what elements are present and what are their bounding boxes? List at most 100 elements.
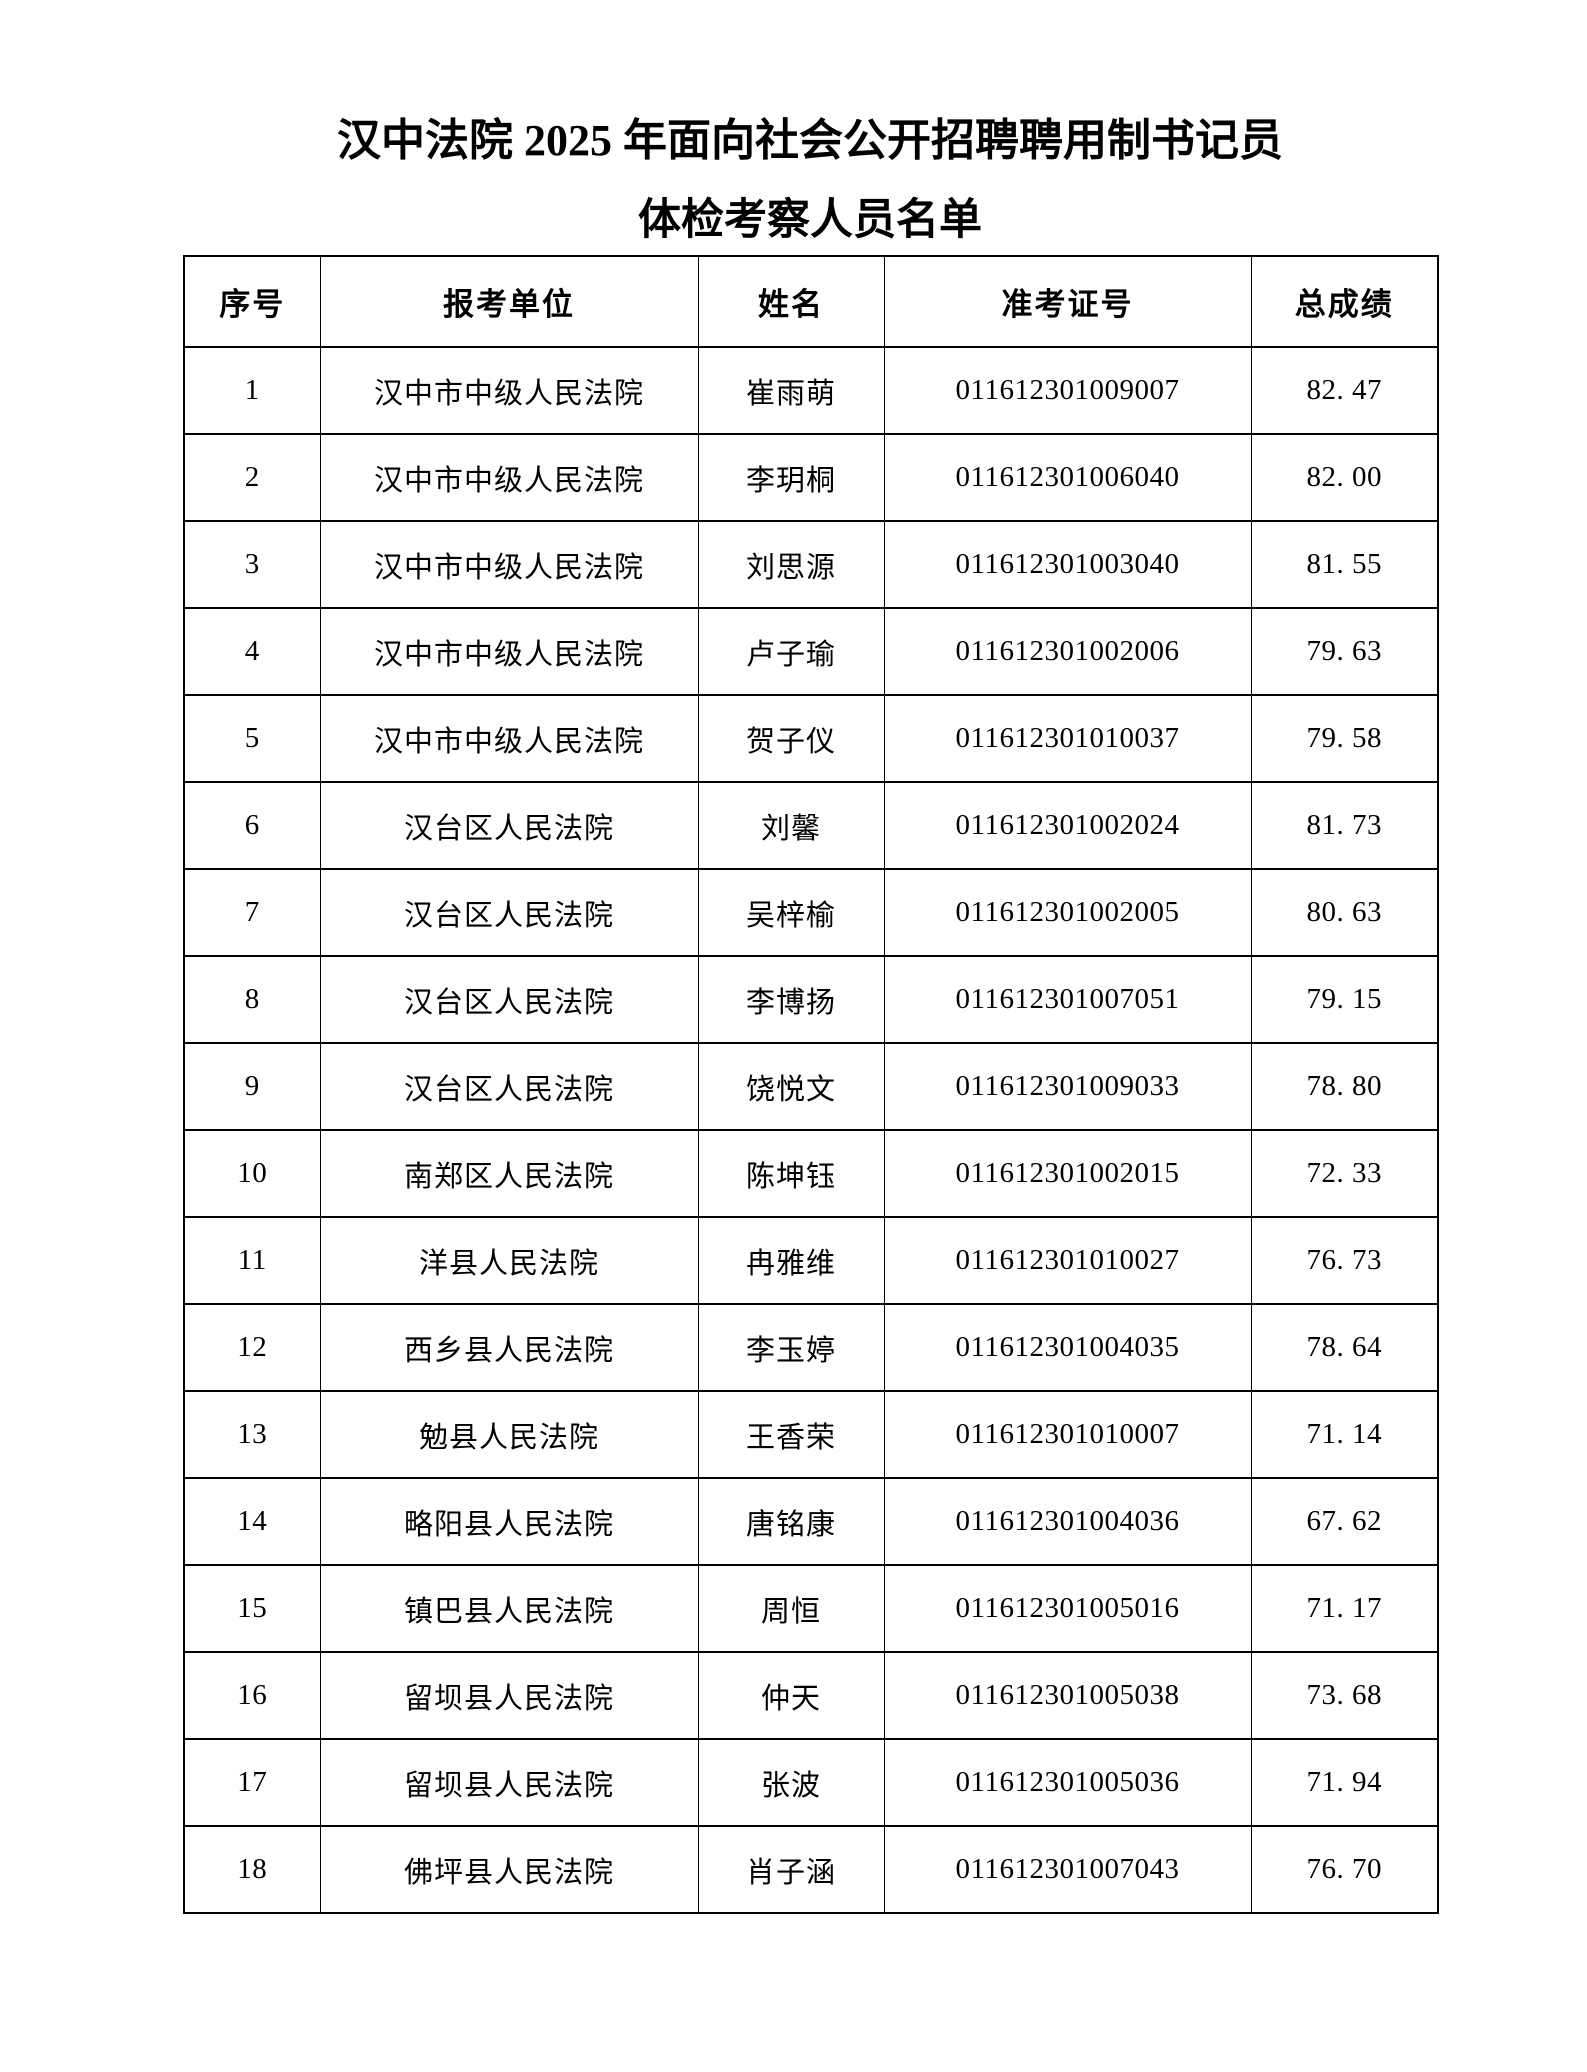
table-row: 11 洋县人民法院 冉雅维 011612301010027 76. 73 (183, 1216, 1439, 1305)
table-row: 12 西乡县人民法院 李玉婷 011612301004035 78. 64 (183, 1303, 1439, 1392)
cell-index: 7 (183, 868, 321, 957)
cell-unit: 汉中市中级人民法院 (319, 346, 699, 435)
cell-index: 14 (183, 1477, 321, 1566)
cell-index: 8 (183, 955, 321, 1044)
cell-name: 冉雅维 (697, 1216, 885, 1305)
cell-ticket: 011612301002024 (883, 781, 1252, 870)
cell-name: 饶悦文 (697, 1042, 885, 1131)
cell-index: 17 (183, 1738, 321, 1827)
cell-index: 18 (183, 1825, 321, 1914)
table-row: 13 勉县人民法院 王香荣 011612301010007 71. 14 (183, 1390, 1439, 1479)
cell-name: 周恒 (697, 1564, 885, 1653)
cell-ticket: 011612301010027 (883, 1216, 1252, 1305)
cell-name: 李玉婷 (697, 1303, 885, 1392)
header-name: 姓名 (697, 255, 885, 348)
cell-name: 陈坤钰 (697, 1129, 885, 1218)
cell-name: 唐铭康 (697, 1477, 885, 1566)
cell-ticket: 011612301004036 (883, 1477, 1252, 1566)
cell-score: 73. 68 (1250, 1651, 1439, 1740)
cell-index: 10 (183, 1129, 321, 1218)
cell-score: 71. 94 (1250, 1738, 1439, 1827)
cell-score: 72. 33 (1250, 1129, 1439, 1218)
cell-score: 79. 58 (1250, 694, 1439, 783)
table-row: 18 佛坪县人民法院 肖子涵 011612301007043 76. 70 (183, 1825, 1439, 1914)
table-row: 4 汉中市中级人民法院 卢子瑜 011612301002006 79. 63 (183, 607, 1439, 696)
cell-score: 81. 55 (1250, 520, 1439, 609)
cell-ticket: 011612301003040 (883, 520, 1252, 609)
table-header-row: 序号 报考单位 姓名 准考证号 总成绩 (183, 255, 1439, 348)
cell-index: 9 (183, 1042, 321, 1131)
cell-unit: 汉中市中级人民法院 (319, 520, 699, 609)
table-row: 8 汉台区人民法院 李博扬 011612301007051 79. 15 (183, 955, 1439, 1044)
cell-index: 12 (183, 1303, 321, 1392)
cell-unit: 西乡县人民法院 (319, 1303, 699, 1392)
table-row: 1 汉中市中级人民法院 崔雨萌 011612301009007 82. 47 (183, 346, 1439, 435)
cell-name: 刘思源 (697, 520, 885, 609)
cell-unit: 汉台区人民法院 (319, 955, 699, 1044)
cell-index: 5 (183, 694, 321, 783)
header-score: 总成绩 (1250, 255, 1439, 348)
cell-index: 11 (183, 1216, 321, 1305)
document-title-line1: 汉中法院 2025 年面向社会公开招聘聘用制书记员 (337, 116, 1283, 165)
cell-unit: 洋县人民法院 (319, 1216, 699, 1305)
cell-name: 李博扬 (697, 955, 885, 1044)
table-row: 3 汉中市中级人民法院 刘思源 011612301003040 81. 55 (183, 520, 1439, 609)
cell-ticket: 011612301006040 (883, 433, 1252, 522)
cell-name: 吴梓榆 (697, 868, 885, 957)
cell-score: 79. 15 (1250, 955, 1439, 1044)
cell-ticket: 011612301009007 (883, 346, 1252, 435)
cell-index: 13 (183, 1390, 321, 1479)
candidates-table: 序号 报考单位 姓名 准考证号 总成绩 1 汉中市中级人民法院 崔雨萌 0116… (183, 255, 1439, 1914)
table-row: 16 留坝县人民法院 仲天 011612301005038 73. 68 (183, 1651, 1439, 1740)
cell-index: 15 (183, 1564, 321, 1653)
cell-ticket: 011612301002006 (883, 607, 1252, 696)
table-row: 15 镇巴县人民法院 周恒 011612301005016 71. 17 (183, 1564, 1439, 1653)
cell-name: 张波 (697, 1738, 885, 1827)
cell-unit: 镇巴县人民法院 (319, 1564, 699, 1653)
cell-score: 67. 62 (1250, 1477, 1439, 1566)
cell-unit: 留坝县人民法院 (319, 1738, 699, 1827)
table-row: 2 汉中市中级人民法院 李玥桐 011612301006040 82. 00 (183, 433, 1439, 522)
cell-unit: 汉台区人民法院 (319, 868, 699, 957)
cell-score: 78. 80 (1250, 1042, 1439, 1131)
table-row: 10 南郑区人民法院 陈坤钰 011612301002015 72. 33 (183, 1129, 1439, 1218)
cell-score: 78. 64 (1250, 1303, 1439, 1392)
cell-score: 71. 17 (1250, 1564, 1439, 1653)
table-row: 14 略阳县人民法院 唐铭康 011612301004036 67. 62 (183, 1477, 1439, 1566)
cell-unit: 汉台区人民法院 (319, 1042, 699, 1131)
cell-ticket: 011612301007051 (883, 955, 1252, 1044)
cell-score: 82. 47 (1250, 346, 1439, 435)
cell-unit: 汉中市中级人民法院 (319, 433, 699, 522)
table-row: 17 留坝县人民法院 张波 011612301005036 71. 94 (183, 1738, 1439, 1827)
cell-ticket: 011612301009033 (883, 1042, 1252, 1131)
cell-score: 80. 63 (1250, 868, 1439, 957)
cell-ticket: 011612301007043 (883, 1825, 1252, 1914)
cell-score: 79. 63 (1250, 607, 1439, 696)
cell-unit: 汉中市中级人民法院 (319, 694, 699, 783)
cell-index: 4 (183, 607, 321, 696)
table-row: 6 汉台区人民法院 刘馨 011612301002024 81. 73 (183, 781, 1439, 870)
cell-index: 3 (183, 520, 321, 609)
cell-name: 卢子瑜 (697, 607, 885, 696)
table-row: 5 汉中市中级人民法院 贺子仪 011612301010037 79. 58 (183, 694, 1439, 783)
cell-name: 崔雨萌 (697, 346, 885, 435)
header-index: 序号 (183, 255, 321, 348)
cell-index: 6 (183, 781, 321, 870)
header-ticket: 准考证号 (883, 255, 1252, 348)
cell-score: 82. 00 (1250, 433, 1439, 522)
cell-ticket: 011612301010007 (883, 1390, 1252, 1479)
cell-unit: 南郑区人民法院 (319, 1129, 699, 1218)
cell-unit: 勉县人民法院 (319, 1390, 699, 1479)
cell-score: 76. 70 (1250, 1825, 1439, 1914)
header-unit: 报考单位 (319, 255, 699, 348)
cell-index: 2 (183, 433, 321, 522)
cell-ticket: 011612301002005 (883, 868, 1252, 957)
cell-index: 16 (183, 1651, 321, 1740)
cell-name: 王香荣 (697, 1390, 885, 1479)
cell-ticket: 011612301005016 (883, 1564, 1252, 1653)
cell-ticket: 011612301005036 (883, 1738, 1252, 1827)
cell-ticket: 011612301005038 (883, 1651, 1252, 1740)
cell-score: 71. 14 (1250, 1390, 1439, 1479)
cell-score: 81. 73 (1250, 781, 1439, 870)
